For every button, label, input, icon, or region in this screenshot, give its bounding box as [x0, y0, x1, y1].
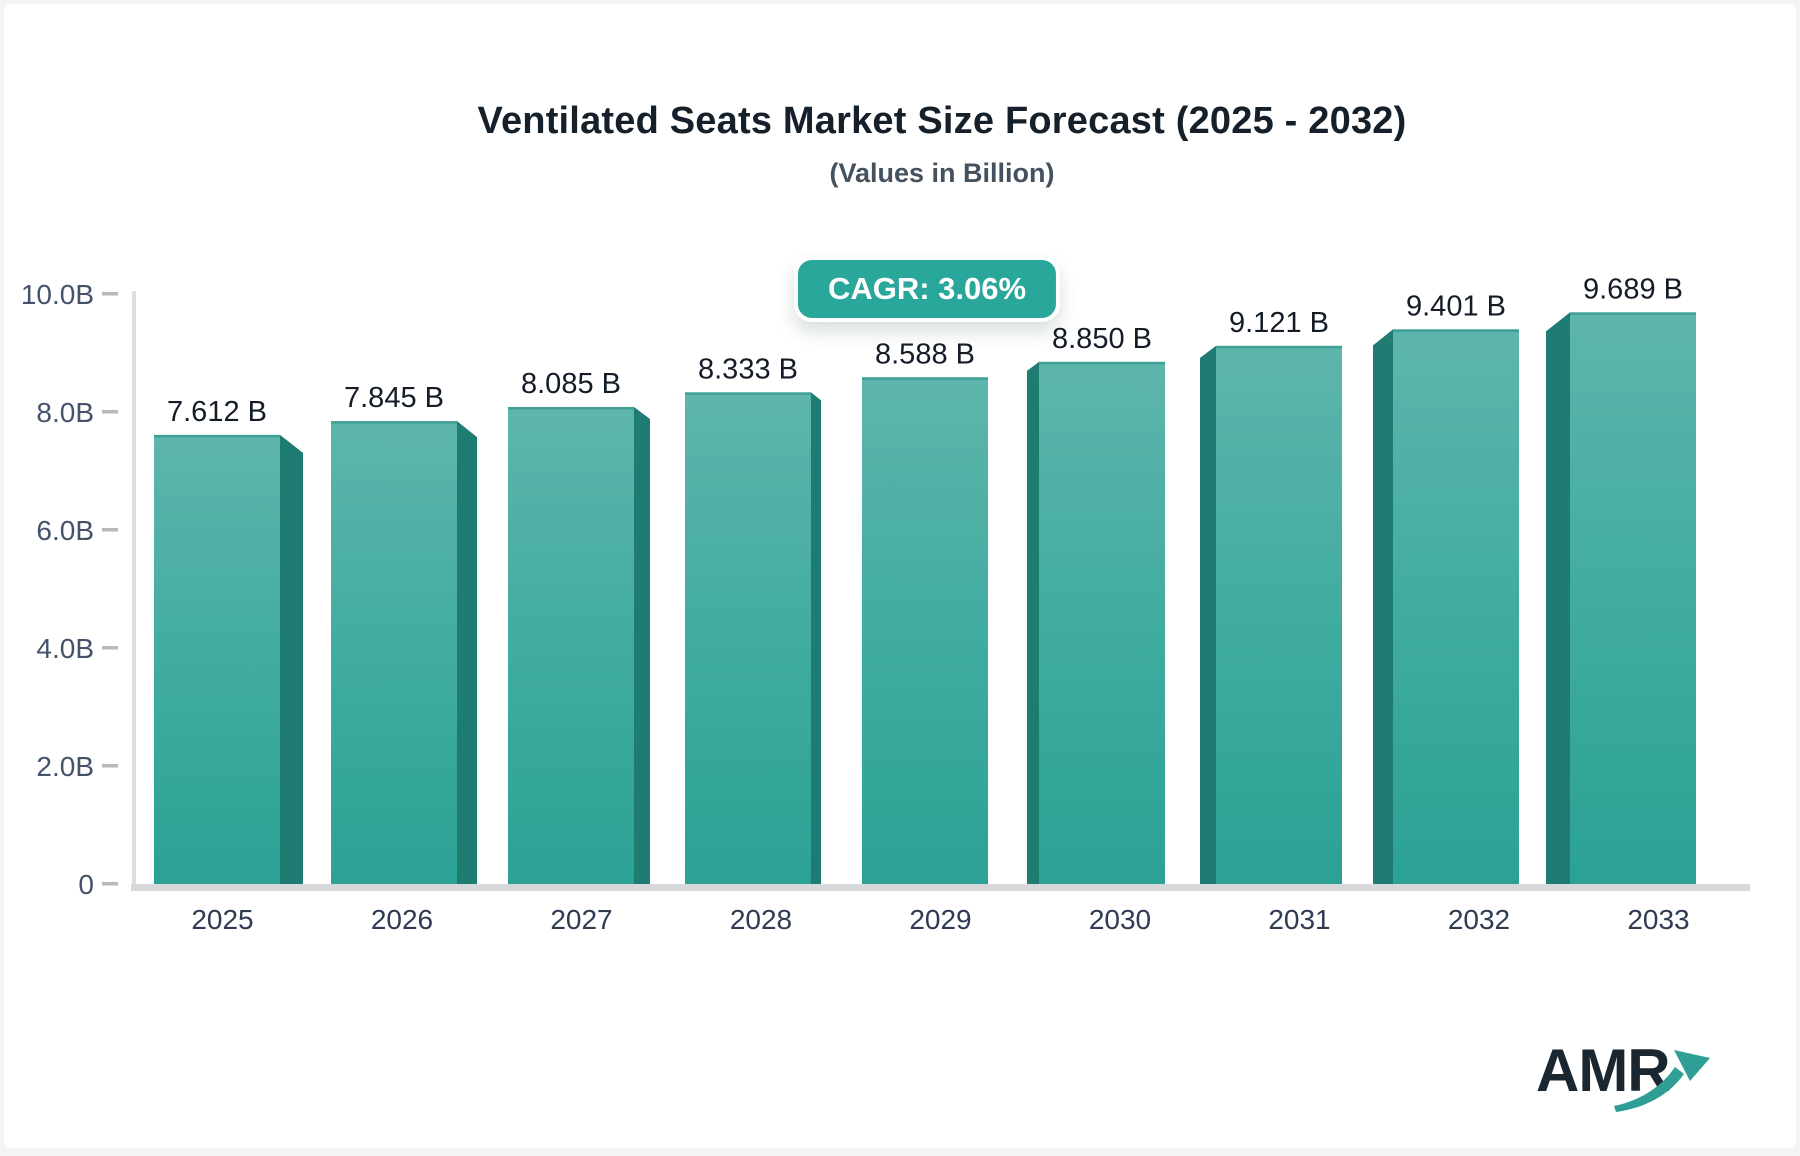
y-axis-tick-label: 2.0B	[36, 751, 94, 782]
bar-value-label: 9.401 B	[1406, 290, 1506, 322]
bar-value-label: 8.850 B	[1052, 323, 1152, 355]
cagr-badge: CAGR: 3.06%	[793, 256, 1061, 322]
x-axis-label: 2030	[1089, 904, 1151, 935]
y-axis-tick-label: 10.0B	[21, 279, 94, 310]
bar-top-edge	[508, 406, 634, 410]
bar-top-edge	[1039, 361, 1165, 365]
bar-face	[1216, 345, 1342, 888]
bar-face	[1393, 329, 1519, 887]
bar-face	[331, 421, 457, 887]
y-axis-tick-label: 6.0B	[36, 515, 94, 546]
x-axis-label: 2028	[730, 904, 792, 935]
y-axis-tick-label: 0	[78, 869, 94, 900]
y-axis-tick-label: 4.0B	[36, 633, 94, 664]
bar-value-label: 7.845 B	[344, 382, 444, 414]
bar-face	[862, 377, 988, 887]
bar-top-edge	[1570, 312, 1696, 315]
y-axis-tick-label: 8.0B	[36, 397, 94, 428]
chart-subtitle: (Values in Billion)	[829, 158, 1055, 188]
chart-title: Ventilated Seats Market Size Forecast (2…	[477, 100, 1407, 142]
x-axis-label: 2032	[1448, 904, 1510, 935]
chart-card: Ventilated Seats Market Size Forecast (2…	[4, 4, 1796, 1148]
bar-top-edge	[862, 377, 988, 380]
y-axis-tick-mark	[102, 646, 118, 650]
bar-value-label: 9.121 B	[1229, 307, 1329, 339]
bar-face	[154, 434, 280, 887]
bar-top-edge	[1393, 329, 1519, 332]
growth-arrow-icon	[1614, 1050, 1710, 1112]
bar-face	[1039, 361, 1165, 888]
x-axis-line	[131, 884, 1750, 891]
bar-top-edge	[1216, 345, 1342, 349]
bar-side	[634, 406, 650, 887]
amr-logo: AMR	[1536, 1036, 1716, 1126]
bar-side	[280, 434, 303, 887]
bar-top-edge	[154, 434, 280, 438]
bar-face	[685, 392, 811, 887]
x-axis-label: 2026	[371, 904, 433, 935]
bar-side	[1546, 312, 1570, 887]
x-axis-label: 2031	[1268, 904, 1330, 935]
x-axis-label: 2033	[1627, 904, 1689, 935]
bar-side	[457, 421, 477, 887]
bar-top-edge	[685, 392, 811, 395]
bar-side	[1373, 329, 1393, 887]
bar-value-label: 8.085 B	[521, 368, 621, 400]
x-axis-label: 2027	[550, 904, 612, 935]
y-axis-tick-mark	[102, 528, 118, 532]
y-axis-tick-mark	[102, 764, 118, 768]
y-axis-tick-mark	[102, 882, 118, 886]
bar-top-edge	[331, 421, 457, 424]
bar-side	[1027, 361, 1039, 888]
x-axis-label: 2025	[191, 904, 253, 935]
bar-side	[1200, 345, 1216, 888]
bar-value-label: 8.588 B	[875, 338, 975, 370]
bar-chart: 7.612 B 2025 7.845 B 2026 8.085 B 2027 8.333 B…	[21, 273, 1750, 935]
bar-value-label: 8.333 B	[698, 353, 798, 385]
bar-value-label: 7.612 B	[167, 396, 267, 428]
bar-face	[508, 406, 634, 887]
y-axis-tick-mark	[102, 292, 118, 296]
bar-value-label: 9.689 B	[1583, 273, 1683, 305]
bar-side	[811, 392, 821, 887]
y-axis-line	[132, 291, 136, 891]
bar-face	[1570, 312, 1696, 887]
x-axis-label: 2029	[909, 904, 971, 935]
y-axis-tick-mark	[102, 410, 118, 414]
